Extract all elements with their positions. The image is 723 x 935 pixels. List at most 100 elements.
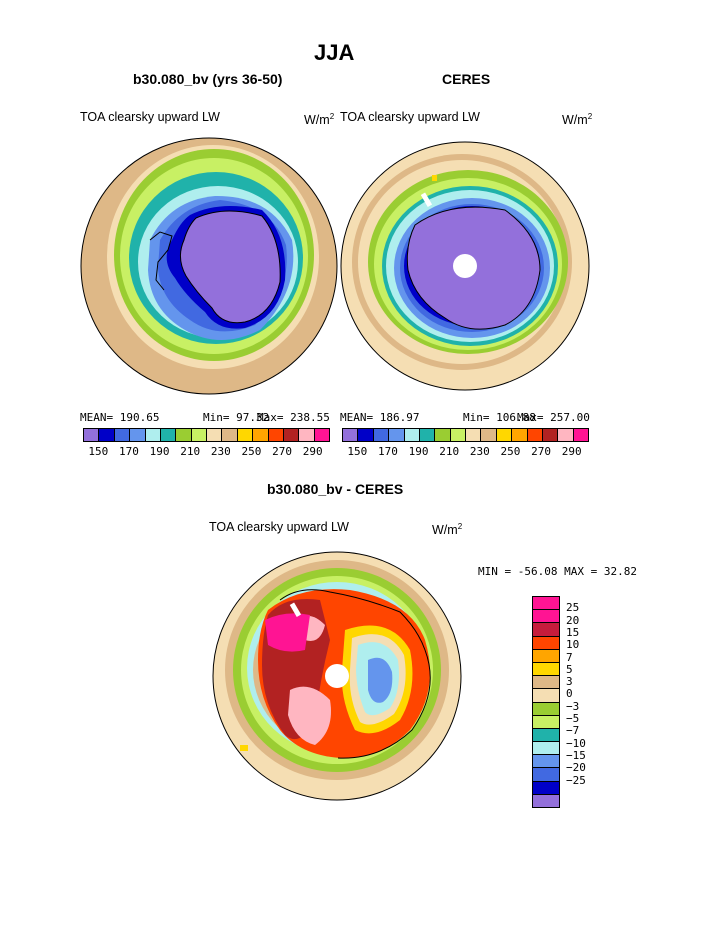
panel-3-colorbar — [532, 596, 560, 808]
panel-2-colorbar-tick-label: 230 — [469, 445, 490, 458]
panel-3-colorbar-tick-label: −3 — [566, 699, 580, 713]
panel-1-colorbar-swatch — [145, 429, 161, 441]
panel-2-colorbar-swatch — [373, 429, 390, 441]
panel-2-colorbar-tick-label: 290 — [561, 445, 582, 458]
panel-2-colorbar-swatch — [404, 429, 420, 441]
panel-3-colorbar-tick-label: 0 — [566, 687, 573, 701]
panel-3-colorbar-tick-label: −25 — [566, 773, 586, 787]
panel-1-colorbar-swatch — [299, 429, 315, 441]
panel-1-colorbar-tick-label: 170 — [119, 445, 139, 458]
panel-1-colorbar-tick-label: 210 — [180, 445, 201, 458]
panel-2-colorbar-tick-label: 250 — [500, 445, 521, 458]
panel-3-colorbar-tick-label: −15 — [566, 748, 586, 762]
panel-3-colorbar-swatch — [533, 702, 559, 716]
panel-3-colorbar-swatch — [533, 662, 559, 677]
panel-2-colorbar — [342, 428, 589, 442]
panel-2-min: Min= 106.88 — [463, 411, 536, 424]
panel-2-variable-label: TOA clearsky upward LW — [340, 110, 480, 124]
panel-2-units-base: W/m — [562, 113, 588, 128]
page-title: JJA — [314, 40, 355, 65]
panel-2-colorbar-swatch — [419, 429, 436, 441]
panel-3-colorbar-swatch — [533, 728, 559, 743]
panel-2-mean: MEAN= 186.97 — [340, 411, 420, 424]
panel-3-colorbar-swatch — [533, 689, 559, 703]
panel-2-colorbar-swatch — [527, 429, 543, 441]
panel-3-colorbar-tick-label: −5 — [566, 712, 580, 725]
panel-1-colorbar-swatch — [84, 429, 100, 441]
panel-3-colorbar-tick-label: 5 — [566, 662, 573, 676]
panel-1-colorbar-tick-label: 250 — [241, 445, 262, 458]
panel-2-colorbar-swatch — [558, 429, 574, 441]
panel-3-colorbar-swatch — [533, 781, 559, 795]
panel-2-colorbar-swatch — [435, 429, 451, 441]
panel-1-colorbar-tick-label: 230 — [210, 445, 231, 458]
panel-2-colorbar-tick-label: 150 — [347, 445, 368, 458]
panel-2-units-sup: 2 — [587, 112, 593, 121]
panel-2-colorbar-tick-label: 170 — [378, 445, 398, 458]
panel-3-colorbar-swatch — [533, 715, 559, 729]
panel-1-colorbar-swatch — [207, 429, 223, 441]
panel-3-colorbar-tick-label: 3 — [566, 675, 573, 689]
panel-1-colorbar-swatch — [176, 429, 192, 441]
panel-1-colorbar-tick-label: 190 — [149, 445, 170, 458]
panel-1-colorbar-swatch — [314, 429, 329, 441]
panel-1-colorbar-swatch — [99, 429, 115, 441]
panel-3-units-sup: 2 — [457, 522, 463, 531]
panel-2-colorbar-tick-label: 270 — [531, 445, 551, 458]
panel-3-title: b30.080_bv - CERES — [267, 481, 404, 497]
panel-1-colorbar-tick-label: 290 — [302, 445, 323, 458]
panel-2-colorbar-swatch — [512, 429, 528, 441]
panel-3-colorbar-tick-label: −7 — [566, 724, 580, 738]
panel-2-colorbar-swatch — [450, 429, 466, 441]
panel-1-colorbar-swatch — [114, 429, 131, 441]
panel-3-variable-label: TOA clearsky upward LW — [209, 520, 349, 534]
panel-1-colorbar-swatch — [130, 429, 146, 441]
panel-3-units: W/m2 — [432, 522, 462, 537]
panel-2-colorbar-swatch — [466, 429, 482, 441]
panel-2-colorbar-tick-label: 210 — [439, 445, 460, 458]
panel-1-colorbar-swatch — [237, 429, 254, 441]
panel-1-colorbar-swatch — [253, 429, 269, 441]
panel-3-colorbar-swatch — [533, 755, 559, 769]
panel-1-max: Max= 238.55 — [257, 411, 330, 424]
panel-3-colorbar-swatch — [533, 794, 559, 807]
panel-3-minmax: MIN = -56.08 MAX = 32.82 — [478, 565, 637, 578]
panel-1-min: Min= 97.32 — [203, 411, 270, 424]
panel-2-colorbar-swatch — [573, 429, 588, 441]
panel-2-units: W/m2 — [562, 112, 592, 127]
panel-3-colorbar-swatch — [533, 768, 559, 782]
panel-3-units-base: W/m — [432, 523, 458, 538]
panel-1-colorbar-tick-label: 150 — [88, 445, 109, 458]
panel-1-mean: MEAN= 190.65 — [80, 411, 160, 424]
panel-2-colorbar-swatch — [481, 429, 497, 441]
panel-3-colorbar-swatch — [533, 610, 559, 624]
panel-1-colorbar-swatch — [160, 429, 177, 441]
panel-2-title: CERES — [442, 71, 491, 87]
panel-3-colorbar-tick-label: 7 — [566, 650, 573, 664]
panel-1-units-sup: 2 — [329, 112, 335, 121]
panel-3-colorbar-swatch — [533, 636, 559, 650]
panel-1-units-base: W/m — [304, 113, 330, 128]
panel-3-colorbar-swatch — [533, 623, 559, 637]
panel-2-colorbar-swatch — [496, 429, 513, 441]
panel-3-colorbar-swatch — [533, 597, 559, 611]
panel-2-colorbar-tick-label: 190 — [408, 445, 429, 458]
panel-1-colorbar-swatch — [283, 429, 300, 441]
panel-1-colorbar-swatch — [222, 429, 238, 441]
panel-3-colorbar-tick-label: −20 — [566, 761, 586, 775]
panel-2-colorbar-swatch — [343, 429, 359, 441]
panel-2-colorbar-swatch — [358, 429, 374, 441]
panel-1-colorbar — [83, 428, 330, 442]
panel-1-colorbar-tick-label: 270 — [272, 445, 292, 458]
panel-3-colorbar-tick-label: 25 — [566, 601, 580, 615]
panel-1-colorbar-swatch — [191, 429, 207, 441]
panel-3-colorbar-swatch — [533, 649, 559, 663]
panel-3-colorbar-swatch — [533, 742, 559, 756]
panel-3-colorbar-tick-label: −10 — [566, 736, 586, 750]
panel-1-colorbar-swatch — [268, 429, 284, 441]
panel-2-colorbar-swatch — [389, 429, 405, 441]
panel-1-variable-label: TOA clearsky upward LW — [80, 110, 220, 124]
